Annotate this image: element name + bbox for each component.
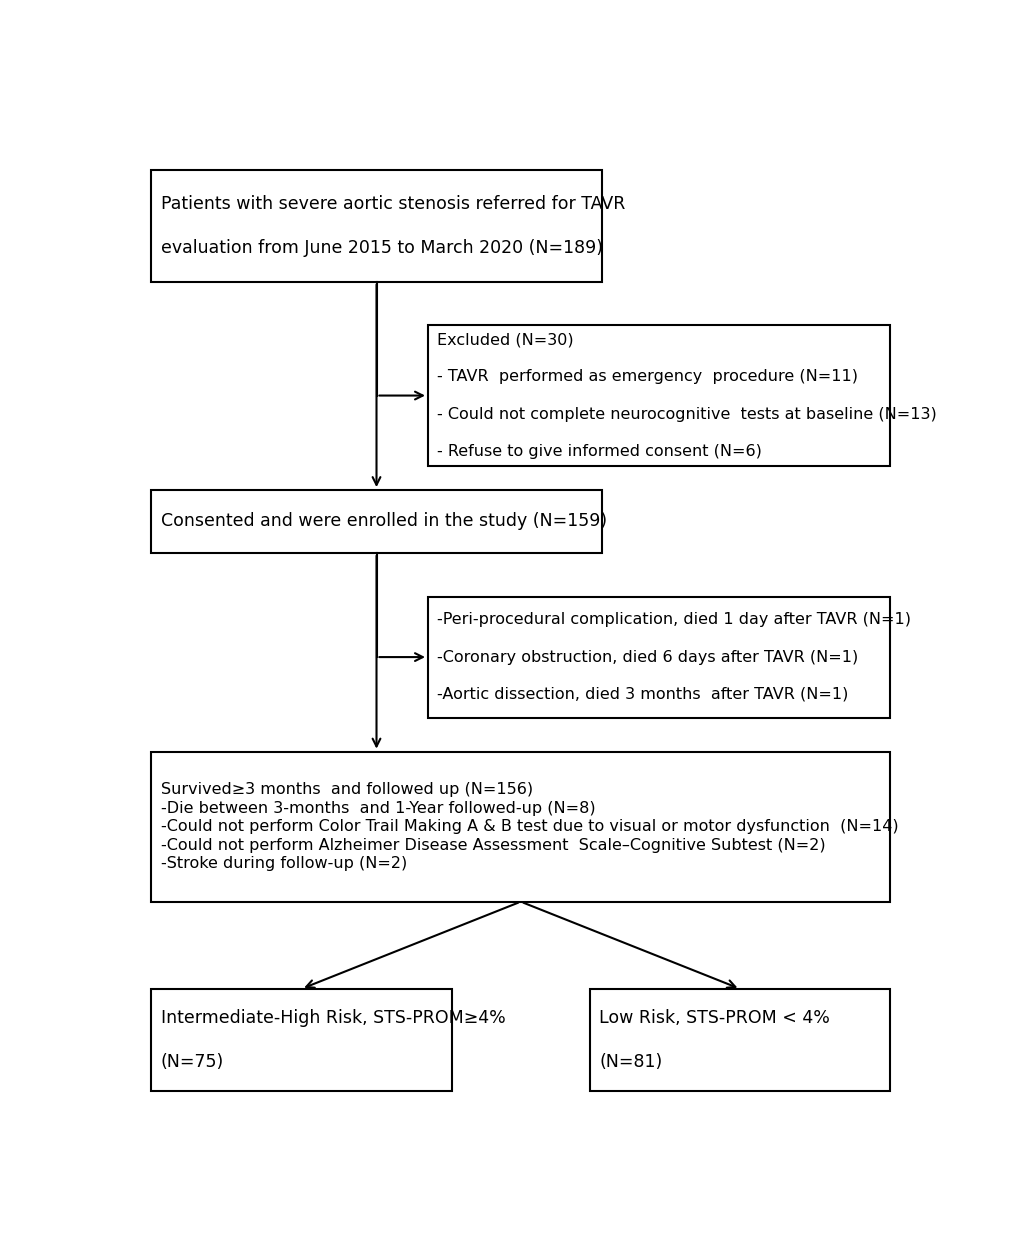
- Text: Survived≥3 months  and followed up (N=156)
-Die between 3-months  and 1-Year fol: Survived≥3 months and followed up (N=156…: [161, 782, 898, 872]
- FancyBboxPatch shape: [428, 596, 890, 717]
- FancyBboxPatch shape: [428, 326, 890, 465]
- Text: Consented and were enrolled in the study (N=159): Consented and were enrolled in the study…: [161, 512, 606, 531]
- FancyBboxPatch shape: [151, 170, 601, 282]
- Text: -Peri-procedural complication, died 1 day after TAVR (N=1)

-Coronary obstructio: -Peri-procedural complication, died 1 da…: [437, 613, 911, 702]
- Text: Intermediate-High Risk, STS-PROM≥4%

(N=75): Intermediate-High Risk, STS-PROM≥4% (N=7…: [161, 1009, 505, 1071]
- FancyBboxPatch shape: [151, 751, 890, 902]
- Text: Patients with severe aortic stenosis referred for TAVR

evaluation from June 201: Patients with severe aortic stenosis ref…: [161, 195, 625, 257]
- Text: Low Risk, STS-PROM < 4%

(N=81): Low Risk, STS-PROM < 4% (N=81): [599, 1009, 829, 1071]
- FancyBboxPatch shape: [151, 491, 601, 554]
- FancyBboxPatch shape: [151, 989, 451, 1091]
- FancyBboxPatch shape: [589, 989, 890, 1091]
- Text: Excluded (N=30)

- TAVR  performed as emergency  procedure (N=11)

- Could not c: Excluded (N=30) - TAVR performed as emer…: [437, 332, 936, 459]
